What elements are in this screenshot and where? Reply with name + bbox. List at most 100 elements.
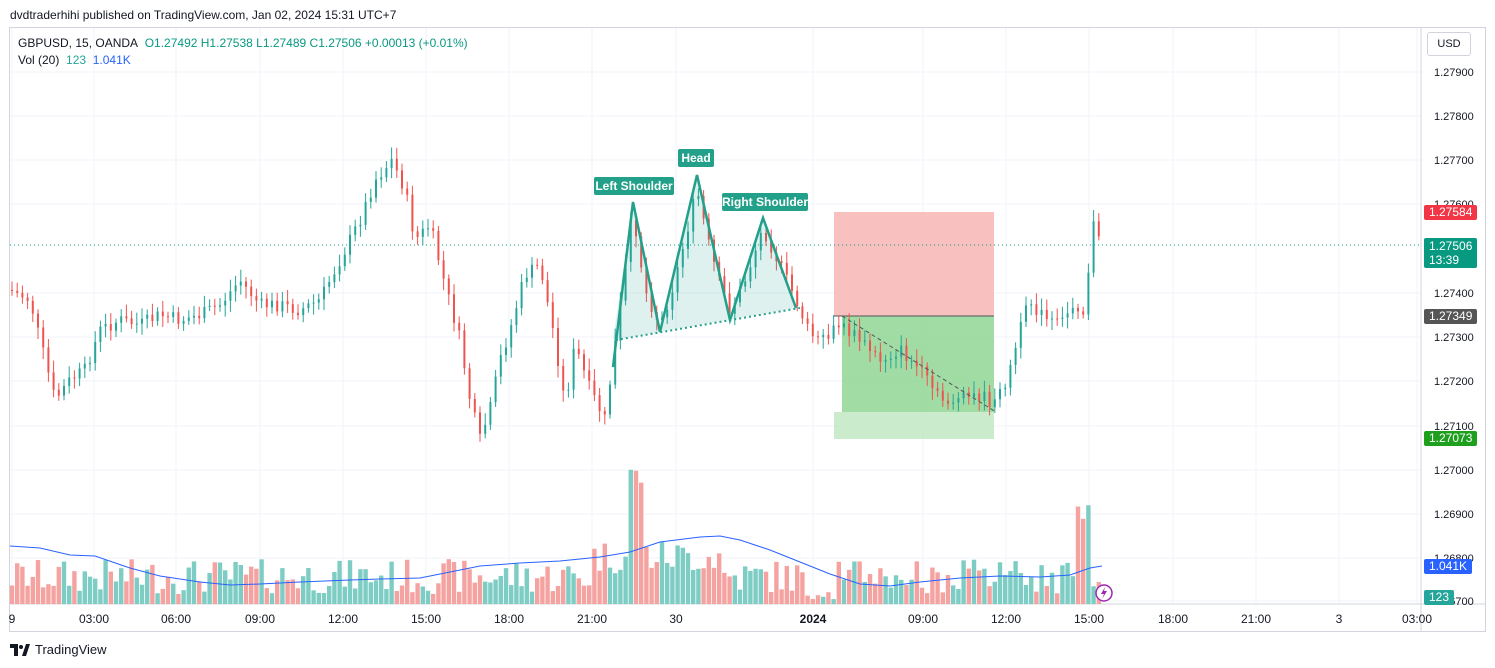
volume-bar: [451, 562, 457, 604]
volume-bar: [1039, 565, 1044, 604]
time-tick: 21:00: [1240, 612, 1272, 626]
stop-loss-zone[interactable]: [834, 212, 994, 316]
volume-bar: [514, 563, 519, 604]
volume-bar: [311, 590, 316, 604]
candle-body: [988, 391, 991, 408]
volume-bar: [98, 589, 103, 604]
volume-bar: [223, 570, 228, 604]
volume-bar: [550, 591, 555, 604]
volume-bar: [675, 545, 680, 604]
head-shoulders-pattern[interactable]: [611, 174, 798, 368]
candle-body: [1045, 309, 1048, 319]
volume-bar: [935, 572, 940, 604]
lightning-icon[interactable]: [1095, 584, 1113, 602]
volume-bar: [940, 592, 945, 604]
volume-bar: [607, 567, 613, 604]
volume-bar: [358, 569, 363, 604]
candle-body: [297, 312, 299, 316]
candle-body: [1097, 221, 1100, 237]
label-head[interactable]: Head: [678, 149, 714, 167]
volume-bar: [457, 591, 462, 604]
candle-body: [31, 301, 34, 314]
volume-bar: [893, 575, 899, 604]
candle-body: [739, 286, 741, 303]
candle-body: [1071, 307, 1074, 314]
candle-body: [1056, 318, 1059, 320]
candle-body: [125, 316, 128, 319]
candle-body: [1019, 321, 1022, 348]
symbol-label[interactable]: GBPUSD, 15, OANDA: [18, 36, 139, 50]
candle-body: [1009, 364, 1012, 388]
candle-body: [484, 424, 487, 434]
volume-bars: [9, 469, 1101, 604]
candle-body: [785, 262, 788, 275]
volume-bar: [810, 599, 815, 604]
volume-bar: [9, 585, 15, 604]
time-tick: 30: [669, 612, 683, 626]
volume-bar: [488, 582, 493, 604]
volume-bar: [971, 559, 977, 604]
volume-bar: [145, 569, 150, 604]
volume-bar: [509, 585, 514, 604]
candle-body: [624, 262, 627, 301]
label-left-shoulder[interactable]: Left Shoulder: [594, 177, 674, 195]
volume-bar: [867, 574, 873, 604]
candle-body: [1066, 313, 1069, 318]
volume-bar: [405, 559, 410, 604]
currency-button[interactable]: USD: [1427, 32, 1471, 56]
tradingview-footer[interactable]: TradingView: [10, 642, 107, 657]
candle-body: [338, 266, 341, 275]
candle-body: [323, 286, 325, 300]
volume-bar: [977, 570, 982, 604]
volume-bar: [623, 556, 628, 604]
volume-bar: [1081, 518, 1086, 604]
volume-bar: [763, 571, 769, 604]
candle-body: [271, 300, 273, 308]
pattern-fill: [613, 175, 796, 340]
volume-bar: [997, 562, 1003, 604]
volume-bar: [493, 579, 498, 604]
volume-bar: [20, 566, 25, 604]
volume-bar: [207, 572, 212, 604]
candle-body: [141, 318, 143, 324]
candle-body: [432, 228, 435, 231]
candle-body: [588, 370, 591, 381]
volume-bar: [1091, 586, 1096, 604]
volume-bar: [592, 548, 597, 604]
volume-bar: [171, 583, 176, 604]
candle-body: [853, 330, 856, 337]
volume-label[interactable]: Vol (20): [18, 53, 60, 67]
volume-bar: [909, 579, 914, 604]
candle-body: [401, 170, 403, 189]
volume-bar: [259, 559, 264, 604]
volume-bar: [654, 562, 659, 604]
candle-body: [57, 389, 60, 396]
candle-body: [395, 158, 398, 171]
volume-bar: [249, 566, 254, 604]
candle-body: [42, 327, 45, 348]
candle-body: [1077, 307, 1079, 312]
candle-body: [583, 354, 585, 371]
entry-badge: 1.27349: [1424, 309, 1478, 324]
volume-bar: [441, 563, 446, 604]
candle-body: [343, 254, 346, 267]
volume-bar: [633, 470, 639, 604]
candle-body: [765, 232, 767, 242]
volume-bar: [789, 590, 795, 604]
candle-body: [229, 291, 232, 301]
volume-bar: [982, 568, 987, 604]
candle-body: [843, 323, 845, 328]
neckline[interactable]: [615, 307, 801, 341]
volume-bar: [904, 585, 909, 604]
candle-body: [645, 267, 648, 294]
candle-body: [562, 366, 565, 391]
price-scale[interactable]: 1.279001.278001.277001.276001.274001.273…: [1434, 67, 1474, 608]
candle-body: [458, 322, 461, 331]
label-right-shoulder[interactable]: Right Shoulder: [722, 193, 808, 211]
time-tick: 15:00: [1073, 612, 1105, 626]
volume-value: 123: [66, 53, 87, 67]
candle-body: [369, 197, 372, 202]
candle-body: [609, 384, 611, 415]
candle-body: [63, 385, 65, 396]
